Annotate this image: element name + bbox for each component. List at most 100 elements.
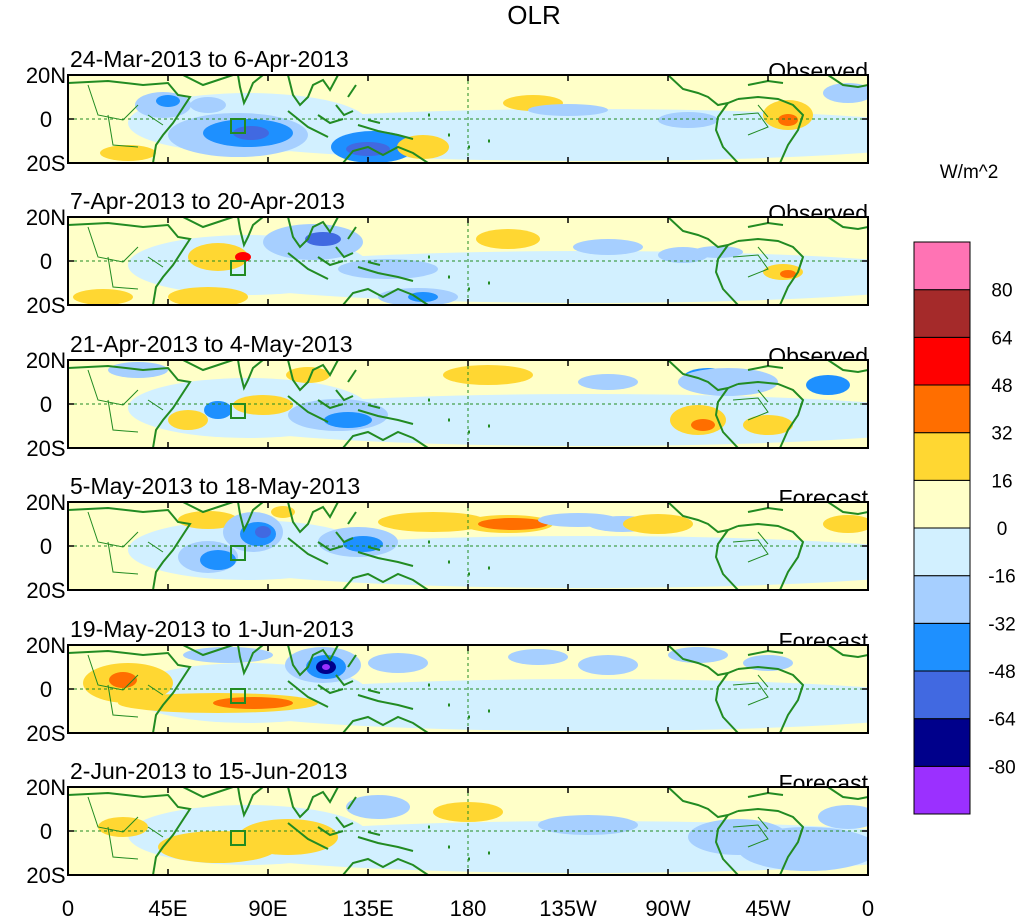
y-tick-label: 0: [40, 107, 52, 132]
anomaly-contour: [98, 817, 148, 837]
anomaly-contour: [168, 410, 208, 430]
anomaly-contour: [691, 419, 715, 431]
anomaly-contour: [204, 401, 232, 419]
x-tick-label: 180: [450, 896, 487, 920]
anomaly-contour: [778, 114, 798, 126]
colorbar-swatch: [913, 527, 971, 577]
anomaly-contour: [188, 243, 248, 271]
colorbar-level-label: 16: [991, 471, 1012, 492]
y-tick-label: 0: [40, 534, 52, 559]
panel-period-label: 24-Mar-2013 to 6-Apr-2013: [70, 46, 349, 72]
panel-period-label: 21-Apr-2013 to 4-May-2013: [70, 331, 353, 357]
panel-period-label: 5-May-2013 to 18-May-2013: [70, 473, 360, 499]
colorbar: W/m^2 -80 -64 -48 -32 -16 0 16 32 48 64 80: [913, 162, 1016, 815]
panels-group: 24-Mar-2013 to 6-Apr-2013 Observed20N020S…: [26, 46, 869, 888]
y-tick-label: 20S: [26, 151, 65, 176]
colorbar-swatch: [913, 241, 971, 291]
colorbar-level-label: 48: [991, 376, 1012, 397]
y-tick-label: 0: [40, 249, 52, 274]
anomaly-contour: [478, 518, 548, 530]
anomaly-contour: [578, 374, 638, 390]
anomaly-contour: [235, 252, 251, 262]
anomaly-contour: [443, 365, 533, 385]
colorbar-level-label: 80: [991, 281, 1012, 302]
anomaly-contour: [738, 827, 868, 871]
anomaly-contour: [156, 95, 180, 107]
anomaly-contour: [322, 664, 330, 670]
y-tick-label: 20S: [26, 293, 65, 318]
anomaly-contour: [368, 653, 428, 673]
x-tick-label: 0: [62, 896, 74, 920]
anomaly-contour: [743, 415, 793, 435]
x-tick-label: 45W: [745, 896, 790, 920]
colorbar-swatch: [913, 718, 971, 767]
colorbar-swatch: [913, 384, 971, 434]
anomaly-contour: [100, 145, 156, 161]
anomaly-contour: [578, 655, 638, 675]
anomaly-contour: [338, 259, 438, 279]
anomaly-contour: [233, 126, 269, 140]
colorbar-level-label: -80: [988, 757, 1015, 778]
x-tick-label: 90E: [248, 896, 287, 920]
colorbar-swatch: [913, 289, 971, 338]
x-tick-label: 135E: [342, 896, 393, 920]
colorbar-level-label: -64: [988, 710, 1016, 731]
colorbar-level-label: 64: [991, 328, 1013, 349]
anomaly-contour: [508, 649, 568, 665]
colorbar-swatch: [913, 575, 971, 624]
y-tick-label: 20S: [26, 721, 65, 746]
anomaly-contour: [183, 647, 273, 663]
panel-period-label: 19-May-2013 to 1-Jun-2013: [70, 616, 354, 642]
anomaly-contour: [397, 135, 449, 159]
anomaly-contour: [305, 232, 341, 246]
anomaly-contour: [623, 514, 693, 534]
anomaly-contour: [324, 412, 372, 428]
x-tick-label: 45E: [148, 896, 187, 920]
anomaly-contour: [200, 550, 236, 570]
colorbar-level-label: -32: [988, 614, 1015, 635]
colorbar-swatch: [913, 765, 971, 815]
colorbar-swatch: [913, 479, 971, 529]
y-tick-label: 0: [40, 392, 52, 417]
colorbar-swatch: [913, 432, 971, 481]
anomaly-contour: [573, 239, 643, 255]
anomaly-contour: [476, 229, 540, 249]
anomaly-contour: [178, 511, 238, 529]
colorbar-swatch: [913, 336, 971, 386]
y-tick-label: 20N: [26, 205, 66, 230]
y-tick-label: 20S: [26, 863, 65, 888]
anomaly-contour: [213, 697, 293, 709]
colorbar-level-label: 0: [997, 519, 1008, 540]
panel-period-label: 7-Apr-2013 to 20-Apr-2013: [70, 188, 345, 214]
anomaly-contour: [693, 246, 743, 258]
y-tick-label: 20N: [26, 490, 66, 515]
y-tick-label: 0: [40, 819, 52, 844]
anomaly-contour: [806, 375, 850, 395]
colorbar-swatch: [913, 622, 971, 672]
anomaly-contour: [528, 104, 608, 116]
colorbar-units-label: W/m^2: [940, 162, 999, 183]
anomaly-contour: [378, 512, 488, 532]
colorbar-level-label: -48: [988, 662, 1015, 683]
anomaly-contour: [408, 292, 438, 302]
colorbar-level-label: 32: [991, 424, 1012, 445]
y-tick-label: 20N: [26, 633, 66, 658]
panel-period-label: 2-Jun-2013 to 15-Jun-2013: [70, 758, 347, 784]
y-tick-label: 20N: [26, 775, 66, 800]
anomaly-contour: [678, 368, 778, 396]
anomaly-contour: [668, 647, 728, 663]
x-axis: 0 45E 90E 135E 180 135W 90W 45W 0: [62, 896, 874, 920]
anomaly-contour: [538, 815, 638, 835]
anomaly-contour: [780, 270, 796, 278]
anomaly-contour: [168, 287, 248, 305]
panel-map: [68, 217, 868, 305]
anomaly-contour: [190, 97, 226, 113]
anomaly-contour: [658, 112, 718, 128]
y-tick-label: 20N: [26, 63, 66, 88]
anomaly-contour: [286, 367, 330, 383]
anomaly-contour: [818, 805, 868, 829]
anomaly-contour: [823, 83, 868, 103]
